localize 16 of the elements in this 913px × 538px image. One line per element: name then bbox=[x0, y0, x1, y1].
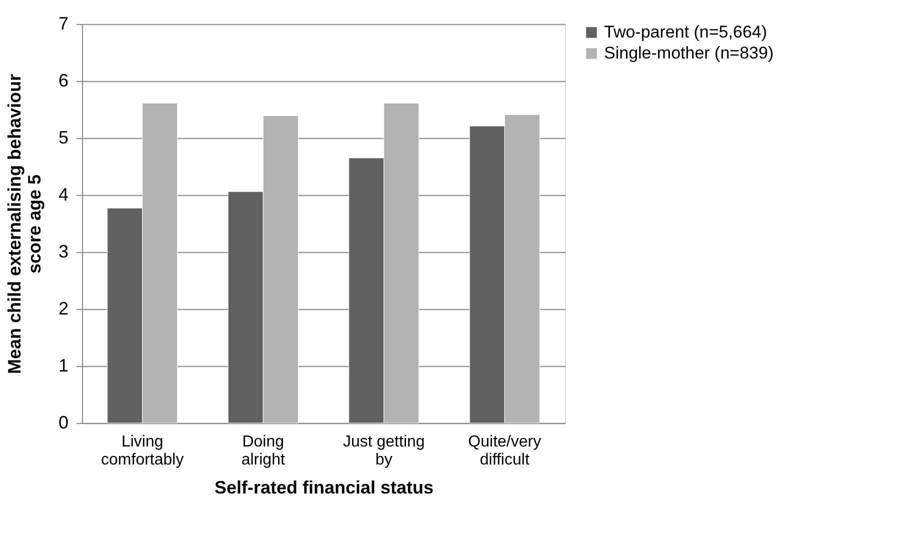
y-axis-title: Mean child externalising behaviour score age 5 bbox=[4, 74, 44, 374]
y-tick-label: 7 bbox=[58, 14, 68, 34]
y-tick-label: 5 bbox=[58, 128, 68, 148]
legend-label: Single-mother (n=839) bbox=[604, 44, 774, 62]
x-tick-label: Quite/very difficult bbox=[468, 434, 542, 468]
x-tick-label: Living comfortably bbox=[101, 434, 184, 468]
x-tick-label: Just getting by bbox=[342, 434, 425, 468]
y-tick-label: 3 bbox=[58, 242, 68, 262]
y-tick-label: 6 bbox=[58, 70, 68, 90]
y-tick-label: 0 bbox=[58, 412, 68, 432]
y-tick-label: 1 bbox=[58, 356, 68, 376]
y-tick-label: 4 bbox=[58, 184, 68, 204]
x-axis-title: Self-rated financial status bbox=[214, 478, 434, 498]
legend-label: Two-parent (n=5,664) bbox=[604, 22, 768, 42]
x-tick-label: Doing alright bbox=[241, 434, 286, 468]
y-tick-label: 2 bbox=[58, 298, 68, 318]
